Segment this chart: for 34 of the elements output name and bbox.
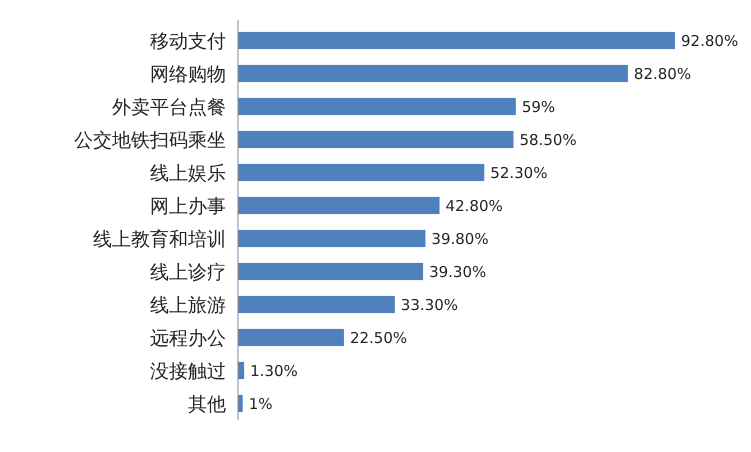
bar [238, 64, 628, 82]
bar [238, 98, 516, 116]
data-label: 42.80% [446, 196, 503, 215]
data-label: 1% [248, 394, 273, 413]
data-label: 52.30% [490, 164, 548, 182]
bar [238, 230, 426, 248]
data-label: 1.30% [250, 362, 298, 380]
data-label: 82.80% [634, 64, 692, 83]
bar [238, 164, 484, 182]
data-label: 33.30% [400, 296, 458, 314]
bar [238, 196, 440, 214]
bar [238, 328, 344, 346]
data-label: 92.80% [681, 32, 738, 50]
y-tick-label: 线上娱乐 [150, 162, 226, 184]
y-tick-label: 网上办事 [150, 195, 226, 218]
bar [238, 262, 424, 280]
data-label: 59% [522, 98, 556, 116]
bar [238, 296, 395, 314]
y-tick-label: 网络购物 [150, 63, 226, 86]
y-tick-label: 移动支付 [150, 30, 226, 52]
y-tick-label: 线上教育和培训 [93, 228, 226, 250]
y-tick-label: 没接触过 [150, 360, 226, 382]
bar [238, 130, 514, 148]
y-tick-label: 线上诊疗 [150, 261, 226, 284]
y-tick-label: 线上旅游 [150, 294, 226, 316]
y-tick-label: 公交地铁扫码乘坐 [74, 129, 226, 152]
data-label: 22.50% [350, 328, 408, 347]
data-label: 39.30% [429, 262, 486, 281]
data-label: 58.50% [519, 130, 577, 149]
data-label: 39.80% [431, 230, 489, 248]
bar [238, 32, 675, 50]
y-tick-label: 远程办公 [150, 327, 226, 350]
y-tick-label: 其他 [188, 393, 226, 416]
y-tick-label: 外卖平台点餐 [112, 96, 226, 118]
